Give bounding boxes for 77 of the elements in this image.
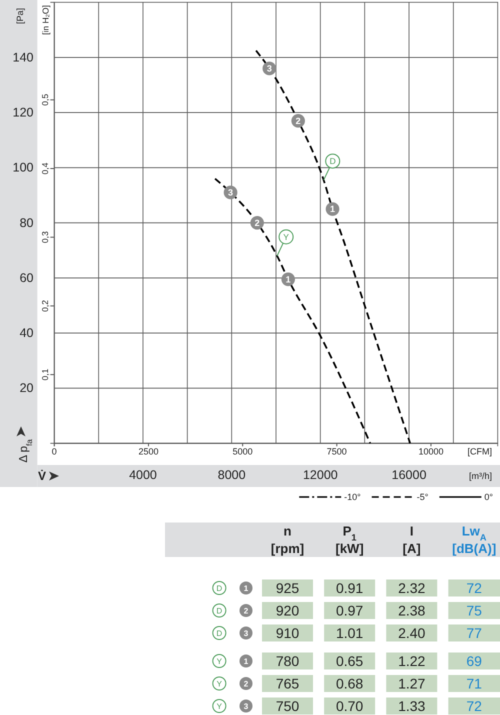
y-tick-label: 60	[20, 270, 34, 285]
annotation: Y	[283, 232, 290, 242]
annotation: 1	[330, 204, 336, 214]
y-tick-label: Y	[216, 656, 223, 666]
y-tick-label: Y	[216, 679, 223, 688]
data-label: 2.32	[398, 580, 426, 596]
data-label: 72	[466, 580, 482, 596]
x2-tick-label: 2500	[138, 446, 158, 457]
data-label: 0.65	[336, 652, 364, 669]
y-tick-label: 20	[20, 381, 34, 396]
data-label: 0.91	[336, 580, 364, 596]
x2-tick-label: 10000	[418, 446, 444, 457]
data-label: 750	[276, 698, 300, 714]
x-tick-label: P$_{1}$ [kW]	[336, 524, 364, 556]
x-tick-label: 8000	[218, 468, 246, 482]
data-label: 77	[466, 624, 482, 641]
y2-tick-label: 0,3	[40, 231, 50, 244]
y-tick-label: 100	[12, 160, 34, 175]
y2-tick-label: 2	[244, 606, 249, 616]
data-label: 1.33	[398, 698, 426, 714]
legend-label: 0°	[484, 492, 494, 502]
x-tick-label: Lw$_{A}$ [dB(A)]	[452, 524, 496, 556]
data-label: 1.01	[336, 624, 364, 641]
y2-tick-label: 0,5	[40, 94, 50, 106]
annotation: 1	[286, 274, 291, 284]
x2-tick-label: 5000	[232, 446, 253, 457]
data-label: 780	[276, 652, 300, 669]
y-tick-label: D	[216, 628, 222, 638]
data-label: 0.68	[336, 675, 364, 692]
x-tick-label: 12000	[302, 468, 338, 482]
x-tick-label: 16000	[392, 468, 426, 482]
x2-tick-label: 0	[52, 446, 57, 457]
data-label: 2.40	[398, 624, 426, 641]
y2-tick-label: 0,1	[40, 368, 50, 381]
data-label: 71	[466, 675, 482, 692]
y-tick-label: 120	[12, 106, 34, 120]
x-tick-label: n [rpm]	[270, 524, 304, 556]
y-tick-label: 40	[20, 326, 34, 340]
data-label: 75	[466, 602, 482, 618]
annotation: 2	[254, 218, 260, 228]
data-label: 72	[466, 698, 482, 714]
y-tick-label: Y	[216, 702, 223, 711]
data-label: 1.22	[398, 652, 426, 669]
data-label: 2.38	[398, 602, 426, 618]
legend-label: -5°	[416, 492, 429, 502]
data-label: 925	[276, 580, 300, 596]
x-tick-label: 4000	[129, 468, 157, 482]
annotation: 3	[266, 64, 272, 74]
y2-tick-label: 1	[244, 656, 249, 666]
y-axis-title: [Pa]	[15, 8, 26, 24]
y-tick-label: D	[216, 584, 222, 593]
x-axis-title: [m³/h]	[468, 471, 492, 482]
annotation: 2	[296, 116, 301, 126]
data-label: 765	[276, 675, 300, 692]
x-tick-label: I [A]	[402, 524, 421, 556]
data-label: 920	[276, 602, 300, 618]
y2-tick-label: 0,2	[40, 300, 50, 312]
x2-tick-label: 7500	[326, 446, 347, 457]
y2-axis-title: [in H₂O]	[40, 5, 50, 35]
annotation: 3	[228, 188, 234, 198]
annotation: D	[330, 156, 336, 166]
y2-tick-label: 1	[244, 584, 249, 593]
y-tick-label: 80	[20, 216, 34, 230]
data-label: 69	[466, 652, 482, 669]
y2-tick-label: 2	[244, 679, 249, 688]
data-label: 0.97	[336, 602, 364, 618]
y2-tick-label: 3	[244, 702, 249, 711]
data-label: 1.27	[398, 675, 426, 692]
text: V̇	[38, 469, 46, 484]
y-tick-label: 140	[12, 50, 34, 64]
legend-label: -10°	[344, 492, 362, 502]
y-tick-label: D	[216, 606, 222, 616]
data-label: 910	[276, 624, 300, 641]
y2-tick-label: 3	[244, 628, 249, 638]
y2-tick-label: 0,4	[40, 162, 50, 174]
x2-axis-title: [CFM]	[468, 446, 492, 457]
data-label: 0.70	[336, 698, 364, 714]
